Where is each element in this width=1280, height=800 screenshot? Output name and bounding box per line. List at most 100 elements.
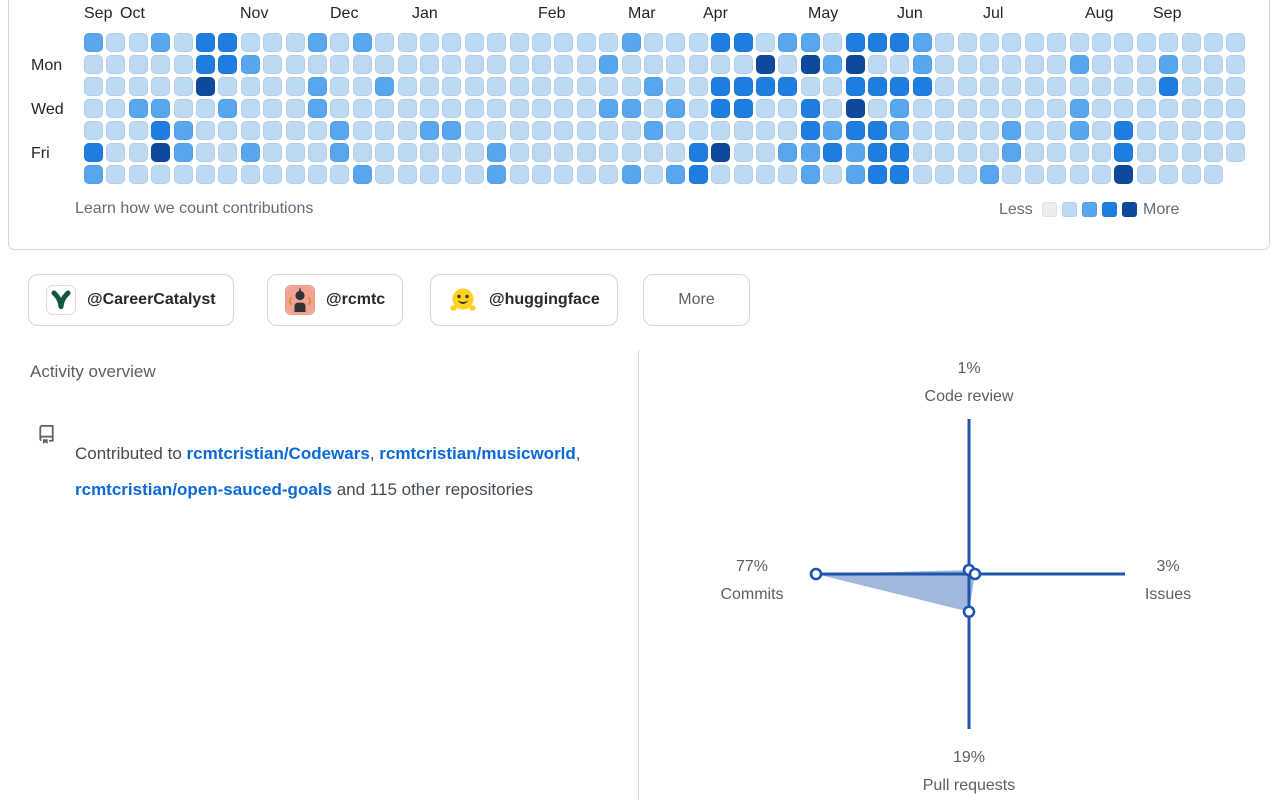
contribution-cell[interactable]: [689, 165, 708, 184]
contribution-cell[interactable]: [129, 77, 148, 96]
contribution-cell[interactable]: [689, 99, 708, 118]
contribution-cell[interactable]: [174, 55, 193, 74]
contribution-cell[interactable]: [398, 55, 417, 74]
contribution-cell[interactable]: [1137, 99, 1156, 118]
contribution-cell[interactable]: [1025, 33, 1044, 52]
contribution-cell[interactable]: [1002, 33, 1021, 52]
contribution-cell[interactable]: [286, 33, 305, 52]
contribution-cell[interactable]: [689, 55, 708, 74]
contribution-cell[interactable]: [375, 143, 394, 162]
contribution-cell[interactable]: [1047, 77, 1066, 96]
contribution-cell[interactable]: [756, 165, 775, 184]
contribution-cell[interactable]: [308, 77, 327, 96]
org-button-careercatalyst[interactable]: @CareerCatalyst: [28, 274, 234, 326]
contribution-cell[interactable]: [532, 99, 551, 118]
contribution-cell[interactable]: [958, 121, 977, 140]
contribution-cell[interactable]: [106, 99, 125, 118]
contribution-cell[interactable]: [935, 99, 954, 118]
contribution-cell[interactable]: [465, 99, 484, 118]
contribution-cell[interactable]: [1092, 165, 1111, 184]
contribution-cell[interactable]: [1137, 121, 1156, 140]
contribution-cell[interactable]: [330, 99, 349, 118]
contribution-cell[interactable]: [599, 77, 618, 96]
contribution-cell[interactable]: [711, 55, 730, 74]
contribution-cell[interactable]: [442, 55, 461, 74]
contribution-cell[interactable]: [1047, 33, 1066, 52]
contribution-cell[interactable]: [935, 77, 954, 96]
contribution-cell[interactable]: [1025, 55, 1044, 74]
contribution-cell[interactable]: [913, 33, 932, 52]
contribution-cell[interactable]: [577, 165, 596, 184]
contribution-cell[interactable]: [554, 55, 573, 74]
contribution-cell[interactable]: [1159, 165, 1178, 184]
contribution-cell[interactable]: [711, 121, 730, 140]
contribution-cell[interactable]: [532, 121, 551, 140]
contribution-cell[interactable]: [913, 77, 932, 96]
contribution-cell[interactable]: [577, 121, 596, 140]
contribution-cell[interactable]: [778, 143, 797, 162]
contribution-cell[interactable]: [778, 121, 797, 140]
contribution-cell[interactable]: [756, 33, 775, 52]
contribution-cell[interactable]: [666, 33, 685, 52]
contribution-cell[interactable]: [644, 165, 663, 184]
contribution-cell[interactable]: [465, 121, 484, 140]
contribution-cell[interactable]: [644, 77, 663, 96]
contribution-cell[interactable]: [1092, 33, 1111, 52]
contribution-cell[interactable]: [1025, 121, 1044, 140]
contribution-cell[interactable]: [1070, 121, 1089, 140]
contribution-cell[interactable]: [442, 77, 461, 96]
contribution-cell[interactable]: [151, 143, 170, 162]
contribution-cell[interactable]: [510, 99, 529, 118]
contribution-cell[interactable]: [868, 55, 887, 74]
contribution-cell[interactable]: [308, 143, 327, 162]
contribution-cell[interactable]: [689, 33, 708, 52]
contribution-cell[interactable]: [106, 165, 125, 184]
contribution-cell[interactable]: [375, 55, 394, 74]
contribution-cell[interactable]: [286, 77, 305, 96]
contribution-cell[interactable]: [1070, 143, 1089, 162]
contribution-cell[interactable]: [487, 99, 506, 118]
contribution-cell[interactable]: [1070, 165, 1089, 184]
contribution-cell[interactable]: [308, 99, 327, 118]
contribution-cell[interactable]: [487, 121, 506, 140]
contribution-cell[interactable]: [868, 99, 887, 118]
contribution-cell[interactable]: [980, 33, 999, 52]
contribution-cell[interactable]: [1204, 121, 1223, 140]
contribution-cell[interactable]: [823, 77, 842, 96]
contribution-cell[interactable]: [823, 165, 842, 184]
contribution-cell[interactable]: [465, 77, 484, 96]
contribution-cell[interactable]: [1226, 99, 1245, 118]
contribution-cell[interactable]: [958, 33, 977, 52]
contribution-cell[interactable]: [241, 55, 260, 74]
contribution-cell[interactable]: [554, 33, 573, 52]
contribution-cell[interactable]: [935, 55, 954, 74]
contribution-cell[interactable]: [286, 165, 305, 184]
contribution-cell[interactable]: [106, 143, 125, 162]
contribution-cell[interactable]: [913, 143, 932, 162]
contribution-cell[interactable]: [666, 77, 685, 96]
contribution-cell[interactable]: [286, 55, 305, 74]
contribution-cell[interactable]: [442, 33, 461, 52]
contribution-cell[interactable]: [106, 77, 125, 96]
contribution-cell[interactable]: [913, 55, 932, 74]
learn-contributions-link[interactable]: Learn how we count contributions: [75, 200, 314, 217]
contribution-cell[interactable]: [487, 33, 506, 52]
contribution-cell[interactable]: [1137, 143, 1156, 162]
contribution-cell[interactable]: [353, 99, 372, 118]
contribution-cell[interactable]: [801, 99, 820, 118]
contribution-cell[interactable]: [935, 121, 954, 140]
contribution-cell[interactable]: [1159, 143, 1178, 162]
contribution-cell[interactable]: [823, 99, 842, 118]
contribution-cell[interactable]: [151, 99, 170, 118]
contribution-cell[interactable]: [823, 143, 842, 162]
contribution-cell[interactable]: [308, 121, 327, 140]
contribution-cell[interactable]: [980, 99, 999, 118]
contribution-cell[interactable]: [622, 99, 641, 118]
contribution-cell[interactable]: [196, 99, 215, 118]
contribution-cell[interactable]: [554, 99, 573, 118]
contribution-cell[interactable]: [778, 55, 797, 74]
contribution-cell[interactable]: [420, 121, 439, 140]
contribution-cell[interactable]: [1226, 143, 1245, 162]
contribution-cell[interactable]: [174, 121, 193, 140]
contribution-cell[interactable]: [644, 121, 663, 140]
